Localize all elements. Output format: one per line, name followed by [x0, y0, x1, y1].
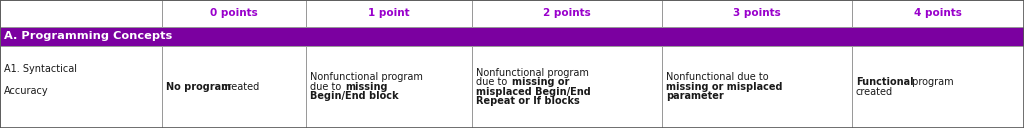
Bar — [472, 0, 663, 27]
Bar — [0, 0, 162, 27]
Text: A. Programming Concepts: A. Programming Concepts — [4, 31, 172, 41]
Bar — [472, 46, 663, 128]
Text: Begin/End block: Begin/End block — [309, 91, 398, 102]
Bar — [305, 46, 472, 128]
Text: due to: due to — [309, 82, 344, 92]
Text: missing or misplaced: missing or misplaced — [667, 82, 782, 92]
Text: program: program — [909, 77, 953, 87]
Bar — [663, 0, 852, 27]
Text: 1 point: 1 point — [369, 8, 410, 18]
Text: missing: missing — [345, 82, 387, 92]
Bar — [852, 46, 1024, 128]
Bar — [305, 0, 472, 27]
Text: misplaced Begin/End: misplaced Begin/End — [476, 87, 591, 97]
Text: No program: No program — [166, 82, 230, 92]
Text: Accuracy: Accuracy — [4, 86, 48, 96]
Text: Functional: Functional — [856, 77, 913, 87]
Text: 3 points: 3 points — [733, 8, 781, 18]
Text: created: created — [856, 87, 893, 97]
Text: Nonfunctional program: Nonfunctional program — [476, 68, 589, 78]
Text: parameter: parameter — [667, 91, 724, 102]
Text: due to: due to — [476, 77, 511, 87]
Text: Nonfunctional program: Nonfunctional program — [309, 72, 423, 82]
Bar — [162, 0, 305, 27]
Bar — [162, 46, 305, 128]
Text: created: created — [219, 82, 259, 92]
Bar — [0, 27, 1024, 46]
Text: 0 points: 0 points — [210, 8, 257, 18]
Text: Repeat or If blocks: Repeat or If blocks — [476, 96, 581, 106]
Text: Nonfunctional due to: Nonfunctional due to — [667, 72, 769, 82]
Text: A1. Syntactical: A1. Syntactical — [4, 64, 77, 74]
Bar — [0, 46, 162, 128]
Text: missing or: missing or — [512, 77, 569, 87]
Bar — [852, 0, 1024, 27]
Text: 2 points: 2 points — [544, 8, 591, 18]
Bar — [663, 46, 852, 128]
Text: 4 points: 4 points — [914, 8, 962, 18]
